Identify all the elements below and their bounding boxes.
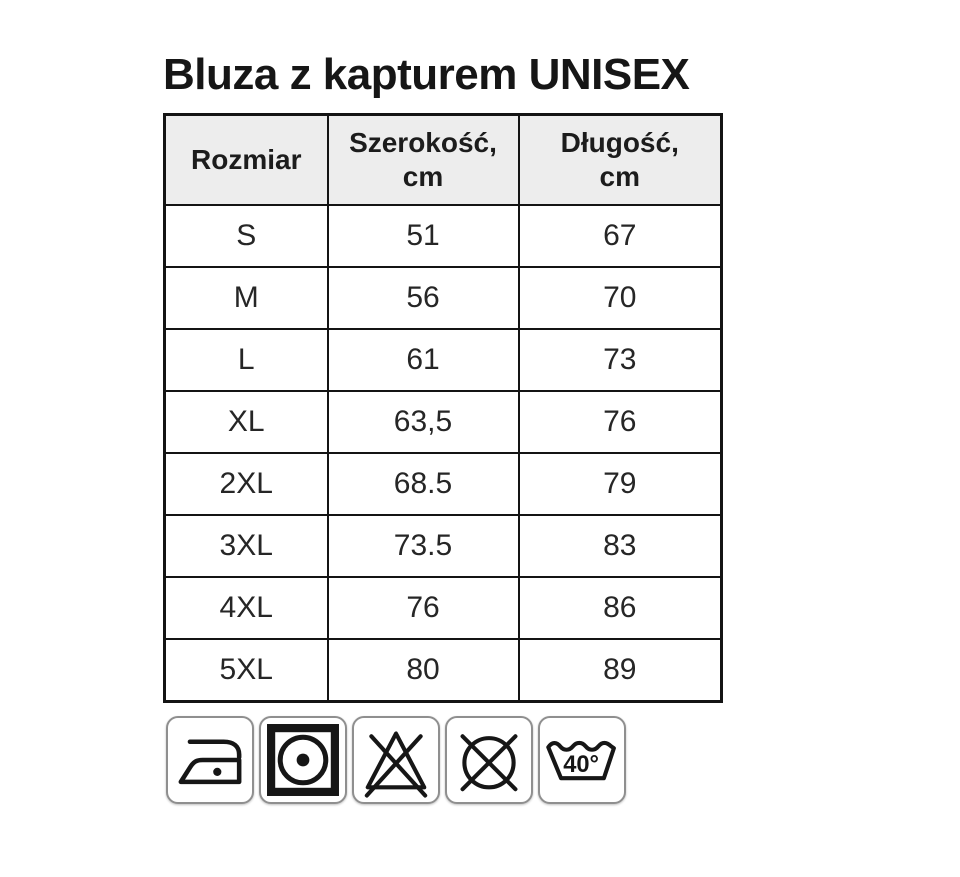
table-row: L 61 73 <box>163 328 723 392</box>
size-table: Rozmiar Szerokość, cm Długość, cm S 51 67 M… <box>163 113 723 703</box>
col-header-size: Rozmiar <box>163 113 329 206</box>
iron-one-dot-icon <box>178 739 242 785</box>
care-box-no-bleach <box>352 716 440 804</box>
care-box-tumble-dry <box>259 716 347 804</box>
cell-size: 5XL <box>163 638 329 703</box>
cell-size: 3XL <box>163 514 329 578</box>
size-table-body: S 51 67 M 56 70 L 61 73 XL 63,5 76 2XL 68.5 79 3XL 73.5 8… <box>163 204 723 703</box>
cell-size: 2XL <box>163 452 329 516</box>
cell-length_cm: 83 <box>517 514 723 578</box>
care-symbols-row: 40° <box>166 716 626 804</box>
do-not-bleach-icon <box>364 731 428 798</box>
table-header-row: Rozmiar Szerokość, cm Długość, cm <box>163 113 723 206</box>
do-not-dry-clean-icon <box>460 734 518 792</box>
cell-width_cm: 76 <box>326 576 520 640</box>
cell-size: M <box>163 266 329 330</box>
cell-length_cm: 89 <box>517 638 723 703</box>
cell-length_cm: 73 <box>517 328 723 392</box>
cell-width_cm: 61 <box>326 328 520 392</box>
table-row: 3XL 73.5 83 <box>163 514 723 578</box>
cell-length_cm: 67 <box>517 204 723 268</box>
cell-length_cm: 86 <box>517 576 723 640</box>
wash-40-icon: 40° <box>546 740 616 781</box>
care-box-wash-40: 40° <box>538 716 626 804</box>
cell-width_cm: 51 <box>326 204 520 268</box>
cell-width_cm: 73.5 <box>326 514 520 578</box>
col-header-width: Szerokość, cm <box>326 113 520 206</box>
page-title: Bluza z kapturem UNISEX <box>163 50 690 99</box>
care-box-iron <box>166 716 254 804</box>
cell-length_cm: 79 <box>517 452 723 516</box>
care-box-no-dry-clean <box>445 716 533 804</box>
table-row: S 51 67 <box>163 204 723 268</box>
cell-width_cm: 56 <box>326 266 520 330</box>
wash-temperature-label: 40° <box>563 752 599 778</box>
table-row: 4XL 76 86 <box>163 576 723 640</box>
cell-length_cm: 70 <box>517 266 723 330</box>
cell-size: S <box>163 204 329 268</box>
col-header-length: Długość, cm <box>517 113 723 206</box>
table-row: 5XL 80 89 <box>163 638 723 703</box>
cell-width_cm: 80 <box>326 638 520 703</box>
cell-size: XL <box>163 390 329 454</box>
tumble-dry-one-dot-icon <box>267 724 339 796</box>
table-row: M 56 70 <box>163 266 723 330</box>
table-row: XL 63,5 76 <box>163 390 723 454</box>
cell-width_cm: 68.5 <box>326 452 520 516</box>
cell-width_cm: 63,5 <box>326 390 520 454</box>
cell-size: L <box>163 328 329 392</box>
cell-length_cm: 76 <box>517 390 723 454</box>
table-row: 2XL 68.5 79 <box>163 452 723 516</box>
cell-size: 4XL <box>163 576 329 640</box>
